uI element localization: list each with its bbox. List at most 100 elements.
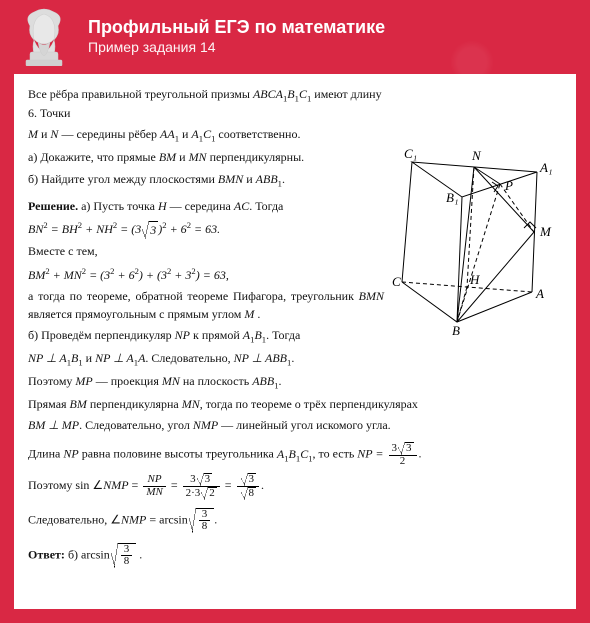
text: Длина (28, 447, 63, 461)
svg-text:C: C (392, 274, 401, 289)
text: и (179, 127, 191, 141)
text: перпендикулярны. (207, 150, 305, 164)
text: — середина (167, 199, 234, 213)
text: NP (63, 447, 78, 461)
text: . Тогда (249, 199, 283, 213)
svg-text:P: P (504, 178, 513, 193)
solution-line-6: Поэтому MP — проекция MN на плоскость AB… (28, 373, 562, 392)
text: ) = 63, (196, 268, 229, 282)
solution-line-9: Длина NP равна половине высоты треугольн… (28, 442, 562, 467)
text: C (203, 127, 211, 141)
text: . (282, 172, 285, 186)
answer-line: Ответ: б) arcsin38 . (28, 543, 562, 568)
text: — проекция (93, 374, 162, 388)
solution-line-10: Поэтому sin ∠NMP = NPMN = 332·32 = 38. (28, 473, 562, 499)
text: + 3 (171, 268, 191, 282)
text: а) Пусть точка (78, 199, 158, 213)
text: ABB (256, 172, 278, 186)
text: и (38, 127, 50, 141)
text: . Следовательно, (145, 351, 233, 365)
text: BM ⊥ MP (28, 418, 79, 432)
solution-line-3: а тогда по теореме, обратной теореме Пиф… (28, 288, 398, 323)
text: MN (162, 374, 180, 388)
svg-text:H: H (469, 272, 480, 287)
svg-text:N: N (471, 148, 482, 163)
solution-line-7: Прямая BM перпендикулярна MN, тогда по т… (28, 396, 562, 413)
text: MN (189, 150, 207, 164)
text: BMN (359, 289, 384, 303)
text: является прямоугольным с прямым углом (28, 307, 244, 321)
text: MN (182, 397, 200, 411)
content-card: C₁ N A₁ B₁ P M C H A B Все рёбра правиль… (14, 74, 576, 609)
header: Профильный ЕГЭ по математике Пример зада… (0, 0, 590, 70)
text: 2 (389, 456, 417, 468)
text: перпендикулярна (87, 397, 182, 411)
prism-figure: C₁ N A₁ B₁ P M C H A B (392, 142, 562, 337)
text: BM (159, 150, 176, 164)
text: NMP (103, 478, 128, 492)
text: а) Докажите, что прямые (28, 150, 159, 164)
text: + (82, 222, 96, 236)
text: NMP (193, 418, 218, 432)
text: б) Найдите угол между плоскостями (28, 172, 218, 186)
svg-text:M: M (539, 224, 552, 239)
header-subtitle: Пример задания 14 (88, 39, 385, 57)
text: Следовательно, ∠ (28, 512, 121, 526)
text: а тогда по теореме, обратной теореме Пиф… (28, 289, 359, 303)
text: 8 (199, 521, 211, 533)
text: + 6 (114, 268, 134, 282)
text: BM (28, 268, 45, 282)
text: BN (28, 222, 43, 236)
text: , то есть (313, 447, 358, 461)
text: AC (234, 199, 249, 213)
text: ABB (252, 374, 274, 388)
text: MN (143, 487, 166, 499)
text: соответственно. (215, 127, 300, 141)
text: = (48, 222, 62, 236)
text: NMP (121, 512, 146, 526)
text: — середины рёбер (58, 127, 160, 141)
text: . (279, 374, 282, 388)
text: NH (96, 222, 113, 236)
philosopher-bust-icon (14, 6, 74, 66)
text: = (129, 478, 142, 492)
text: NP ⊥ A (28, 351, 67, 365)
text: H (158, 199, 167, 213)
answer-label: Ответ: (28, 547, 65, 561)
svg-text:A₁: A₁ (539, 160, 552, 175)
text: NP (175, 328, 190, 342)
text: B (254, 328, 261, 342)
text: и (83, 351, 95, 365)
text: MP (75, 374, 92, 388)
text: = arcsin (146, 512, 187, 526)
text: . (291, 351, 294, 365)
text: ) + (3 (139, 268, 167, 282)
text: б) arcsin (65, 547, 110, 561)
text: Все рёбра правильной треугольной призмы (28, 87, 253, 101)
text: + MN (50, 268, 82, 282)
text: . Следовательно, угол (79, 418, 193, 432)
text: Поэтому sin ∠ (28, 478, 103, 492)
solution-line-8: BM ⊥ MP. Следовательно, угол NMP — линей… (28, 417, 562, 434)
text: A (191, 127, 198, 141)
text: B (289, 447, 296, 461)
svg-text:B₁: B₁ (446, 190, 458, 205)
text: — линейный угол искомого угла. (218, 418, 391, 432)
text: 8 (121, 556, 133, 568)
text: и (243, 172, 255, 186)
text: = (3 (86, 268, 110, 282)
text: ABCA (253, 87, 283, 101)
text: NP ⊥ ABB (234, 351, 287, 365)
text: Прямая (28, 397, 70, 411)
text: M (244, 307, 254, 321)
text: , тогда по теореме о трёх перпендикуляра… (200, 397, 418, 411)
solution-label: Решение. (28, 199, 78, 213)
solution-line-11: Следовательно, ∠NMP = arcsin38. (28, 508, 562, 533)
text: б) Проведём перпендикуляр (28, 328, 175, 342)
text: AA (160, 127, 175, 141)
svg-text:C₁: C₁ (404, 146, 417, 161)
text: M (28, 127, 38, 141)
text: . (254, 307, 260, 321)
text: равна половине высоты треугольника (79, 447, 277, 461)
text: BMN (218, 172, 243, 186)
